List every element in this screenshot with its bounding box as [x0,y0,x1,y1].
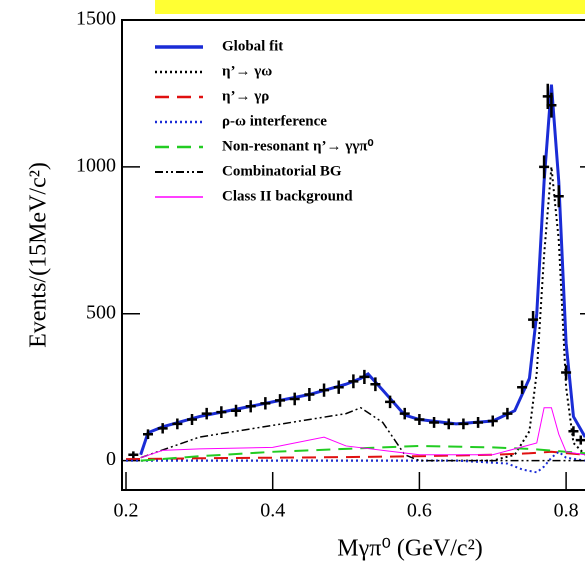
data-point [487,415,498,427]
legend-label: ρ-ω interference [222,113,327,129]
data-point [561,365,572,380]
data-point [429,417,440,428]
series-line [140,406,585,462]
data-point [473,417,484,428]
data-point [143,429,154,440]
data-point [385,395,396,409]
series-line [126,166,585,462]
x-tick-label: 0.8 [554,500,579,522]
banner [155,0,585,14]
data-point [399,407,410,420]
legend-label: η’→ γω [222,63,272,79]
data-point [443,418,454,430]
data-point [172,418,183,430]
data-point [539,155,550,179]
data-point [359,369,370,384]
x-axis-label: Mγπ⁰ (GeV/c²) [337,536,483,562]
x-tick-label: 0.4 [260,500,285,522]
data-point [128,451,139,459]
data-point [546,92,557,118]
x-tick-label: 0.2 [114,500,139,522]
legend-label: Class II background [222,188,353,204]
y-axis-label: Events/(15MeV/c²) [26,162,52,348]
series-line [126,450,585,474]
data-point [414,413,425,426]
data-point [157,423,168,434]
plot-area [125,83,585,474]
data-point [517,380,528,394]
data-point [575,435,585,445]
y-tick-label: 1000 [76,154,116,176]
data-point [333,380,344,394]
data-point [553,185,564,208]
legend-label: η’→ γρ [222,88,269,104]
y-tick-label: 500 [86,301,116,323]
frame [121,19,585,491]
data-point [245,400,256,413]
data-point [528,311,539,329]
legend-label: Non-resonant η’→ γγπ⁰ [222,138,374,154]
data-point [568,426,579,437]
data-point [304,388,315,402]
data-point [187,413,198,426]
data-point [231,404,242,417]
data-point [458,418,469,430]
data-point [370,377,381,392]
data-point [289,392,300,406]
data-point [502,407,513,420]
legend-label: Combinatorial BG [222,163,342,179]
legend-label: Global fit [222,38,283,54]
series-line [140,407,585,459]
data-point [201,407,212,420]
data-point [348,374,359,389]
data-point [216,406,227,419]
y-tick-label: 0 [106,448,116,470]
y-tick-label: 1500 [76,8,116,30]
data-point [319,383,330,397]
data-point [275,394,286,407]
data-point [260,397,271,410]
x-tick-label: 0.6 [407,500,432,522]
series-line [125,450,585,461]
